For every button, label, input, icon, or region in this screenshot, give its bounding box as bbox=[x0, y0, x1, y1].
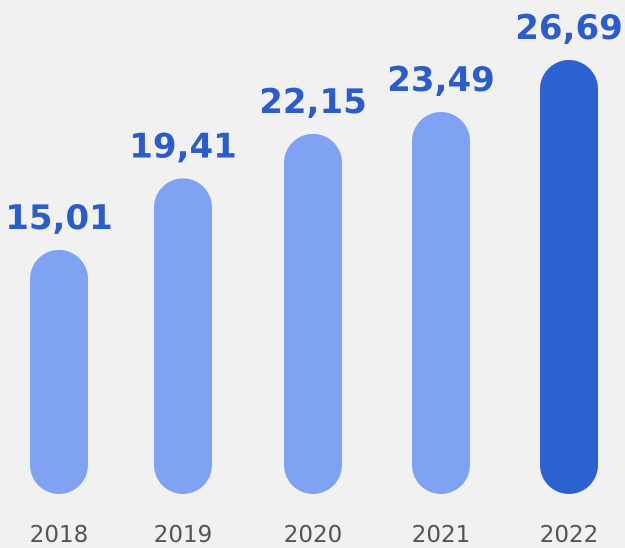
x-axis-tick-labels: 2018 2019 2020 2021 2022 bbox=[30, 522, 599, 548]
value-labels-group: 15,01 19,41 22,15 23,49 26,69 bbox=[5, 8, 623, 238]
x-tick-label-2018: 2018 bbox=[30, 522, 89, 548]
bars-group bbox=[30, 60, 598, 494]
x-tick-label-2019: 2019 bbox=[154, 522, 213, 548]
value-label-2020: 22,15 bbox=[259, 82, 367, 122]
bar-2018 bbox=[30, 249, 88, 494]
value-label-2018: 15,01 bbox=[5, 198, 113, 238]
bar-2020 bbox=[284, 133, 342, 494]
bar-2021 bbox=[412, 112, 470, 494]
value-label-2022: 26,69 bbox=[515, 8, 623, 48]
value-label-2019: 19,41 bbox=[129, 126, 237, 166]
x-tick-label-2020: 2020 bbox=[284, 522, 343, 548]
value-label-2021: 23,49 bbox=[387, 60, 495, 100]
bar-2022 bbox=[540, 60, 598, 494]
x-tick-label-2022: 2022 bbox=[540, 522, 599, 548]
bar-2019 bbox=[154, 178, 212, 494]
x-tick-label-2021: 2021 bbox=[412, 522, 471, 548]
